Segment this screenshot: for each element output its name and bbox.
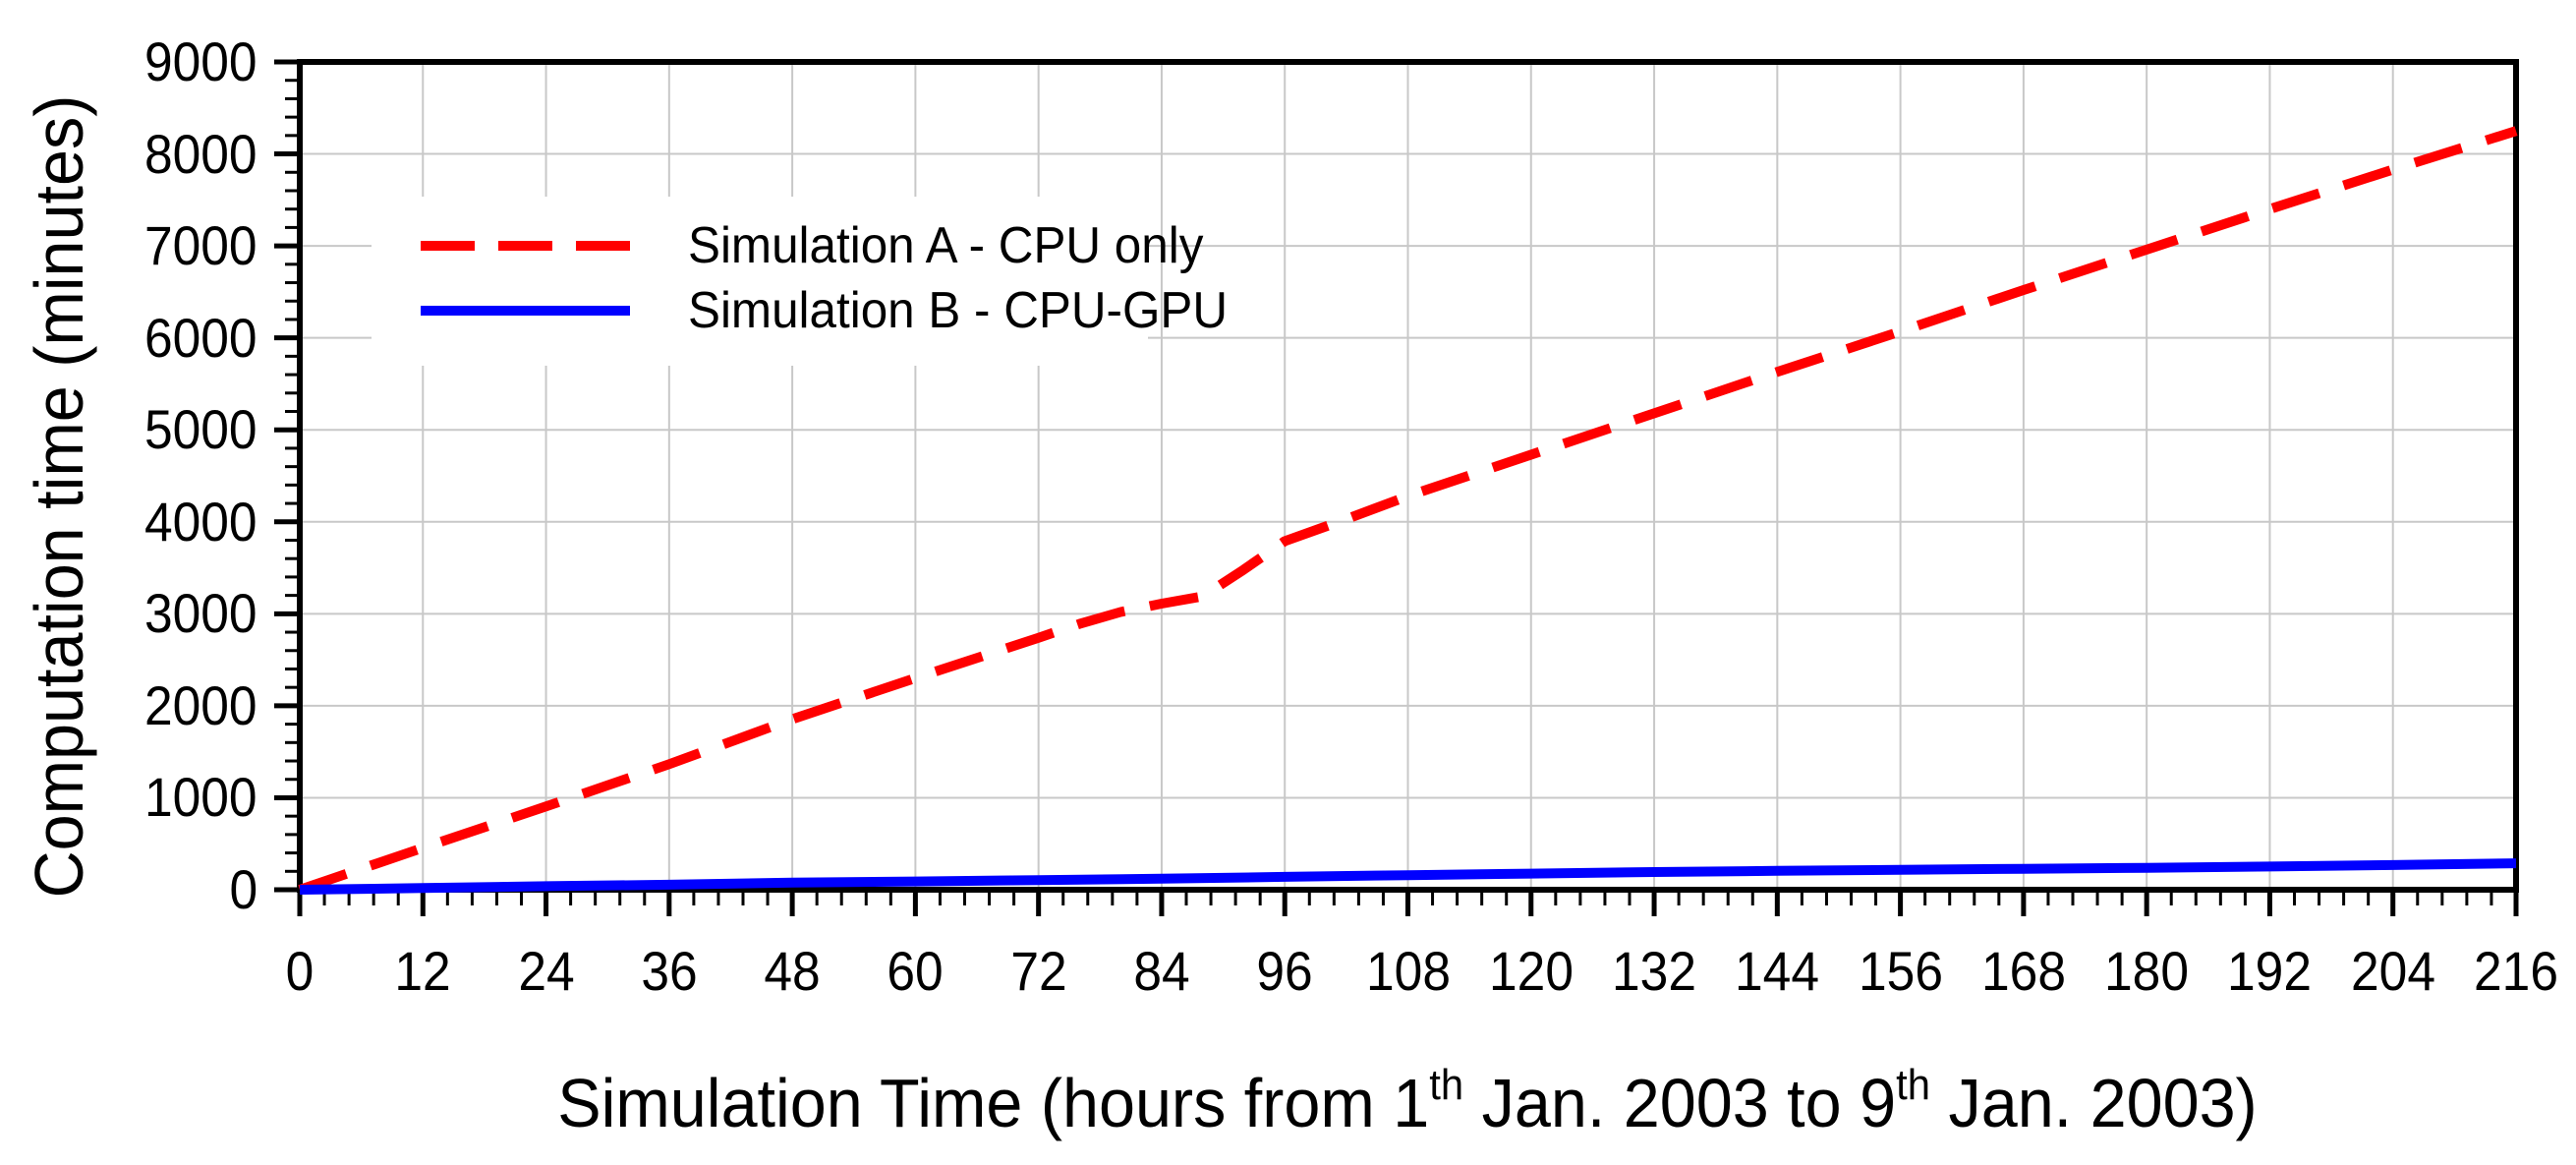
x-tick-label: 96 xyxy=(1256,940,1313,1002)
x-tick-label: 72 xyxy=(1009,940,1067,1002)
x-tick-label: 132 xyxy=(1612,940,1697,1002)
x-tick-label: 156 xyxy=(1858,940,1943,1002)
legend-key-line-solid-blue xyxy=(421,306,630,316)
x-tick-label: 204 xyxy=(2350,940,2435,1002)
y-tick-label: 2000 xyxy=(144,673,258,736)
x-tick-label: 24 xyxy=(517,940,575,1002)
x-axis-title-text: Jan. 2003) xyxy=(1929,1065,2258,1141)
plot-frame xyxy=(297,59,2519,893)
y-axis-title: Computation time (minutes) xyxy=(21,94,97,899)
x-axis-title: Simulation Time (hours from 1th Jan. 200… xyxy=(557,1064,2257,1138)
x-tick-label: 48 xyxy=(764,940,821,1002)
x-tick-label: 60 xyxy=(887,940,945,1002)
x-tick-label: 216 xyxy=(2474,940,2558,1002)
legend-key-line-dashed-red xyxy=(421,241,630,251)
y-tick-label: 3000 xyxy=(144,582,258,645)
legend-label-simulation-b: Simulation B - CPU-GPU xyxy=(688,282,1229,339)
x-tick-label: 180 xyxy=(2104,940,2190,1002)
y-tick-label: 9000 xyxy=(144,30,258,92)
y-tick-label: 4000 xyxy=(144,490,258,553)
x-tick-label: 0 xyxy=(285,940,315,1002)
x-tick-label: 192 xyxy=(2227,940,2313,1002)
x-axis-title-text: Simulation Time (hours from 1 xyxy=(557,1065,1430,1141)
x-tick-label: 108 xyxy=(1365,940,1451,1002)
y-tick-label: 6000 xyxy=(144,306,258,369)
legend: Simulation A - CPU only Simulation B - C… xyxy=(372,197,1228,366)
x-axis-title-superscript: th xyxy=(1896,1061,1930,1109)
y-tick-label: 7000 xyxy=(144,214,258,277)
y-tick-label: 1000 xyxy=(144,766,258,829)
y-tick-label: 5000 xyxy=(144,398,258,461)
x-tick-label: 84 xyxy=(1133,940,1190,1002)
x-axis-title-superscript: th xyxy=(1429,1061,1464,1109)
x-tick-label: 120 xyxy=(1488,940,1574,1002)
legend-label-simulation-a: Simulation A - CPU only xyxy=(688,217,1204,274)
x-tick-label: 144 xyxy=(1735,940,1820,1002)
x-tick-label: 36 xyxy=(641,940,698,1002)
y-tick-label: 0 xyxy=(229,858,258,920)
series-line-simulation-b xyxy=(299,858,2517,895)
x-axis-title-text: Jan. 2003 to 9 xyxy=(1463,1065,1897,1141)
x-tick-label: 12 xyxy=(394,940,451,1002)
y-tick-label: 8000 xyxy=(144,122,258,185)
x-tick-label: 168 xyxy=(1980,940,2066,1002)
